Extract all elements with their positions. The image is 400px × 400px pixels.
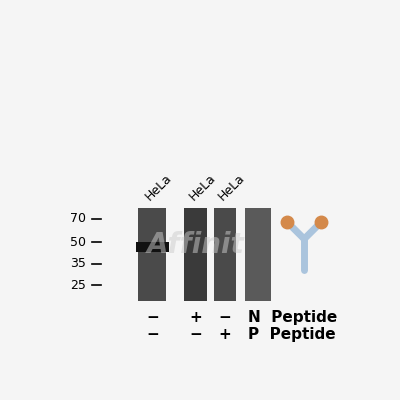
Bar (244, 208, 271, 300)
Text: P  Peptide: P Peptide (248, 327, 336, 342)
Text: N  Peptide: N Peptide (248, 310, 338, 325)
Text: +: + (189, 310, 202, 325)
Text: 25: 25 (70, 279, 86, 292)
Text: 35: 35 (70, 257, 86, 270)
Text: Affinit: Affinit (147, 231, 244, 259)
Text: −: − (219, 310, 232, 325)
Text: −: − (146, 310, 159, 325)
Text: −: − (189, 327, 202, 342)
Text: +: + (219, 327, 232, 342)
Bar (136, 242, 168, 252)
Bar (138, 208, 166, 300)
Bar (184, 208, 207, 300)
Text: 70: 70 (70, 212, 86, 226)
Text: HeLa: HeLa (186, 172, 218, 204)
Text: HeLa: HeLa (216, 172, 248, 204)
Text: HeLa: HeLa (143, 172, 175, 204)
Bar (214, 208, 236, 300)
Text: 50: 50 (70, 236, 86, 248)
Text: −: − (146, 327, 159, 342)
